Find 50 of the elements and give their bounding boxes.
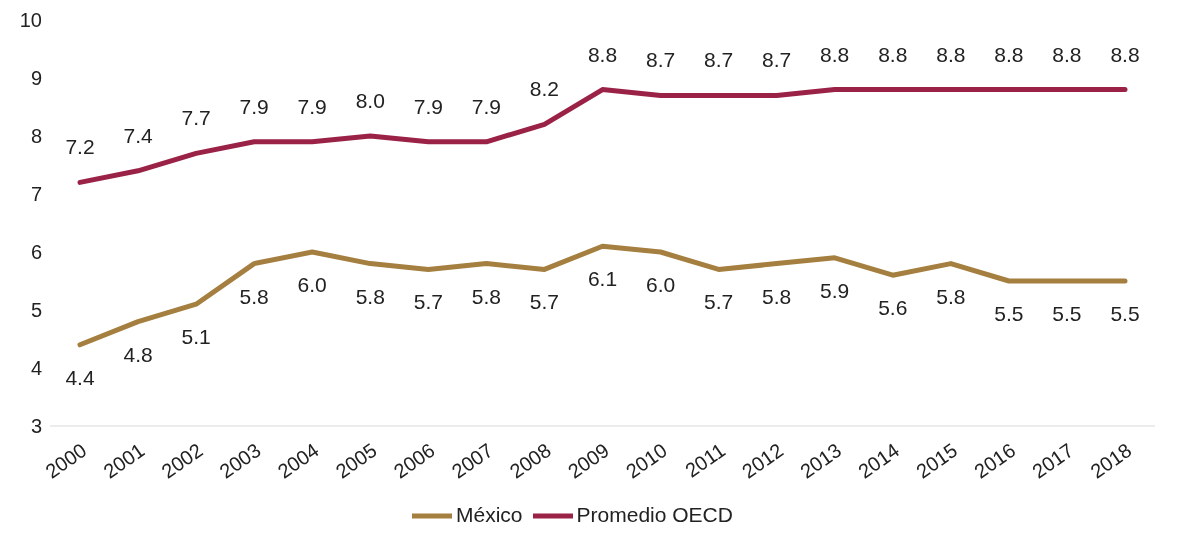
data-label: 5.8 bbox=[936, 284, 966, 308]
data-label: 6.1 bbox=[587, 267, 618, 291]
data-label: 8.7 bbox=[762, 48, 792, 72]
data-label: 8.7 bbox=[645, 48, 676, 72]
data-label: 5.6 bbox=[878, 296, 908, 320]
data-label: 7.9 bbox=[413, 94, 443, 118]
data-label: 4.8 bbox=[123, 342, 153, 366]
data-label: 8.8 bbox=[820, 42, 850, 66]
y-tick-label: 7 bbox=[30, 183, 42, 206]
data-label: 8.8 bbox=[587, 42, 618, 66]
data-label: 5.1 bbox=[181, 325, 211, 349]
x-tick-label: 2011 bbox=[681, 438, 730, 482]
data-label: 5.8 bbox=[355, 284, 385, 308]
y-tick-label: 3 bbox=[30, 415, 42, 438]
y-tick-label: 9 bbox=[30, 67, 42, 90]
data-label: 5.5 bbox=[994, 302, 1024, 325]
data-label: 7.7 bbox=[181, 106, 211, 130]
data-label: 6.0 bbox=[297, 273, 327, 296]
data-label: 4.4 bbox=[65, 365, 95, 389]
data-label: 8.0 bbox=[355, 89, 385, 112]
legend-label: Promedio OECD bbox=[576, 502, 733, 526]
data-label: 7.9 bbox=[239, 94, 269, 118]
data-label: 5.8 bbox=[471, 284, 501, 308]
data-label: 5.8 bbox=[239, 284, 269, 308]
data-label: 8.8 bbox=[994, 42, 1024, 66]
x-tick-label: 2001 bbox=[99, 438, 149, 483]
data-label: 5.7 bbox=[529, 290, 560, 314]
y-tick-label: 4 bbox=[30, 357, 42, 380]
data-label: 7.9 bbox=[297, 94, 327, 118]
y-tick-label: 10 bbox=[19, 9, 42, 32]
data-label: 5.8 bbox=[762, 284, 792, 308]
data-label: 8.8 bbox=[1052, 42, 1082, 66]
y-tick-label: 5 bbox=[30, 299, 42, 322]
data-label: 8.2 bbox=[529, 77, 560, 101]
data-label: 8.7 bbox=[704, 48, 734, 72]
data-label: 7.9 bbox=[471, 94, 501, 118]
data-label: 6.0 bbox=[645, 273, 676, 296]
data-label: 8.8 bbox=[1110, 42, 1140, 66]
y-tick-label: 6 bbox=[30, 241, 42, 264]
y-tick-label: 8 bbox=[30, 125, 42, 148]
data-label: 5.7 bbox=[704, 290, 734, 314]
legend-label: México bbox=[456, 502, 523, 526]
data-label: 5.9 bbox=[820, 278, 850, 302]
data-label: 7.2 bbox=[65, 135, 95, 159]
data-label: 7.4 bbox=[123, 123, 153, 147]
data-label: 5.5 bbox=[1052, 302, 1082, 325]
data-label: 8.8 bbox=[936, 42, 966, 66]
data-label: 5.7 bbox=[413, 290, 443, 314]
data-label: 5.5 bbox=[1110, 302, 1140, 325]
data-label: 8.8 bbox=[878, 42, 908, 66]
